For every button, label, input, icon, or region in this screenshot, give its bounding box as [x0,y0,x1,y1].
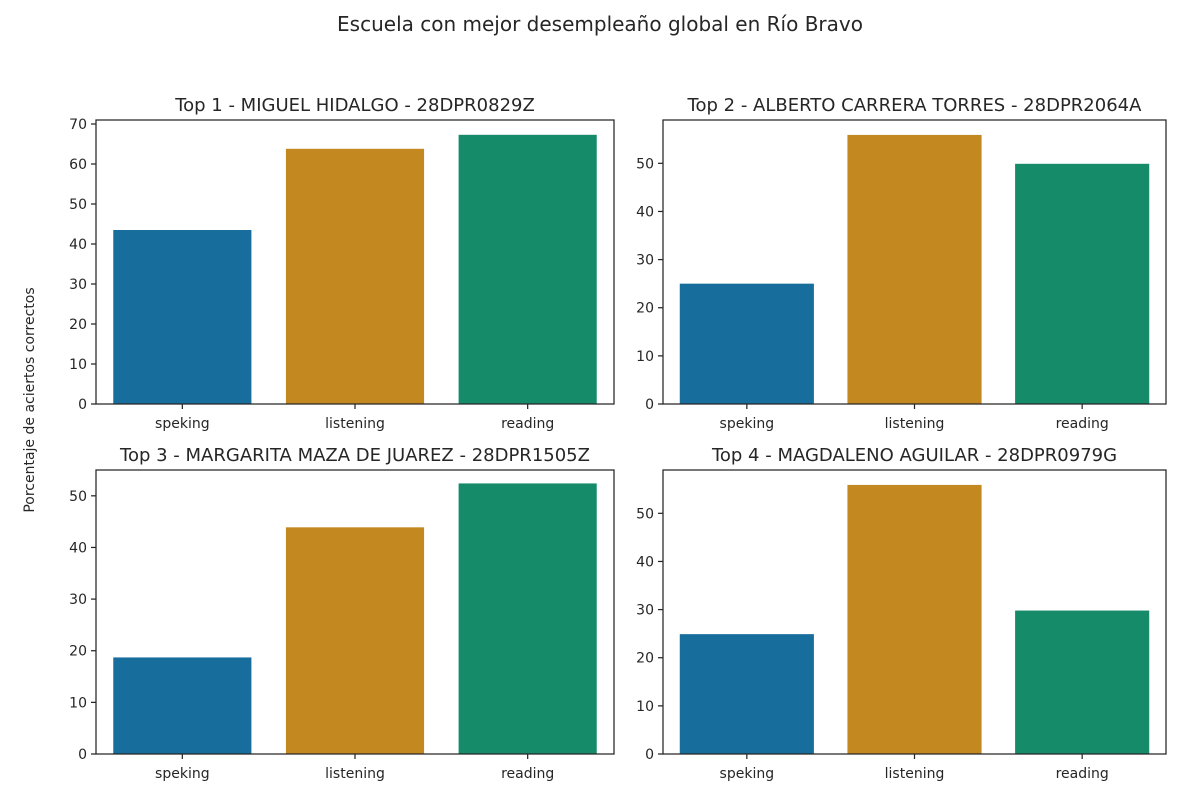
panel-title: Top 3 - MARGARITA MAZA DE JUAREZ - 28DPR… [119,445,590,466]
chart-panel-3: 0 10 20 30 40 50 speking listening reading Top 3 … [69,445,615,782]
panel-title: Top 4 - MAGDALENO AGUILAR - 28DPR0979G [711,445,1117,466]
y-tick-label: 50 [636,506,654,522]
x-tick-label-reading: reading [1056,416,1109,432]
y-tick-label: 10 [69,695,87,711]
y-tick-label: 20 [69,644,87,660]
x-tick-label-speking: speking [155,416,210,432]
bar-listening [847,134,982,404]
y-tick-label: 50 [636,156,654,172]
x-tick-label-speking: speking [720,766,775,782]
y-tick-label: 0 [645,397,654,413]
bar-listening [285,527,425,754]
bar-reading [458,483,597,754]
figure-title: Escuela con mejor desempleaño global en … [337,12,863,36]
y-tick-label: 70 [69,117,87,133]
x-tick-label-listening: listening [885,416,945,432]
bar-speking [679,283,814,404]
bar-reading [458,134,597,405]
y-tick-label: 30 [69,277,87,293]
x-tick-label-speking: speking [720,416,775,432]
chart-panel-1: 0 10 20 30 40 50 60 70 speking listening reading To… [69,95,615,432]
y-tick-label: 20 [636,301,654,317]
panel-title: Top 2 - ALBERTO CARRERA TORRES - 28DPR20… [687,95,1143,116]
y-tick-label: 40 [69,540,87,556]
y-tick-label: 60 [69,157,87,173]
y-tick-label: 0 [645,747,654,763]
y-tick-label: 10 [636,349,654,365]
bar-reading [1015,610,1150,754]
y-tick-label: 50 [69,197,87,213]
bar-speking [113,230,252,404]
bar-speking [679,634,814,754]
chart-panel-2: 0 10 20 30 40 50 speking listening reading Top 2 … [636,95,1167,432]
bar-speking [113,657,252,754]
y-tick-label: 20 [69,317,87,333]
y-tick-label: 10 [636,699,654,715]
x-tick-label-reading: reading [1056,766,1109,782]
x-tick-label-reading: reading [501,766,554,782]
bar-listening [285,148,425,404]
y-tick-label: 30 [69,592,87,608]
y-tick-label: 50 [69,489,87,505]
y-tick-label: 30 [636,253,654,269]
x-tick-label-listening: listening [325,416,385,432]
y-tick-label: 30 [636,603,654,619]
chart-panel-4: 0 10 20 30 40 50 speking listening reading Top 4 … [636,445,1167,782]
y-tick-label: 10 [69,357,87,373]
x-tick-label-reading: reading [501,416,554,432]
y-tick-label: 40 [636,204,654,220]
x-tick-label-speking: speking [155,766,210,782]
y-tick-label: 0 [78,397,87,413]
bar-reading [1015,163,1150,404]
x-tick-label-listening: listening [885,766,945,782]
y-tick-label: 40 [636,554,654,570]
y-tick-label: 20 [636,651,654,667]
y-tick-label: 0 [78,747,87,763]
x-tick-label-listening: listening [325,766,385,782]
panel-title: Top 1 - MIGUEL HIDALGO - 28DPR0829Z [174,95,535,116]
bar-listening [847,484,982,754]
y-tick-label: 40 [69,237,87,253]
